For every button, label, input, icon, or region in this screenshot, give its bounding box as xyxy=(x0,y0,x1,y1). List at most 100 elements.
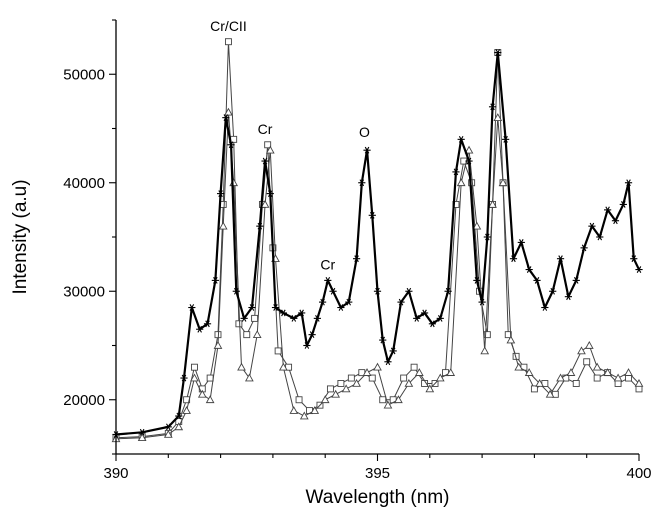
data-point xyxy=(175,412,183,420)
data-point xyxy=(580,244,588,252)
data-point xyxy=(545,389,555,398)
data-point xyxy=(596,233,604,241)
star-stroke xyxy=(566,293,571,301)
data-point xyxy=(472,221,482,230)
star-stroke xyxy=(338,304,344,311)
data-point xyxy=(389,347,397,355)
data-point xyxy=(533,277,541,284)
data-point xyxy=(341,384,351,393)
data-point xyxy=(190,373,199,382)
star-stroke xyxy=(621,201,626,208)
star-stroke xyxy=(511,255,516,263)
data-point xyxy=(577,346,586,355)
star-stroke xyxy=(166,423,171,431)
star-stroke xyxy=(605,206,610,214)
star-stroke xyxy=(375,287,380,295)
star-stroke xyxy=(558,255,563,263)
series-line-triangle xyxy=(115,111,640,440)
star-stroke xyxy=(346,298,352,306)
data-point xyxy=(352,255,361,263)
star-stroke xyxy=(181,374,187,382)
data-point xyxy=(414,368,424,376)
star-stroke xyxy=(299,309,304,317)
data-point xyxy=(566,368,576,376)
data-point xyxy=(493,113,503,121)
star-stroke xyxy=(213,277,218,284)
data-point xyxy=(488,103,497,111)
star-stroke xyxy=(385,358,391,366)
star-stroke xyxy=(262,157,268,165)
data-point xyxy=(604,206,612,214)
data-point xyxy=(264,141,272,149)
data-point xyxy=(163,429,173,438)
data-point xyxy=(464,145,474,154)
data-point xyxy=(404,378,414,387)
data-point xyxy=(456,178,466,187)
data-point xyxy=(337,380,345,387)
star-stroke xyxy=(268,190,273,197)
data-point xyxy=(329,287,337,295)
data-point xyxy=(174,422,184,431)
star-stroke xyxy=(218,190,223,197)
star-stroke xyxy=(205,320,210,328)
data-point xyxy=(363,146,371,154)
data-point xyxy=(556,373,565,382)
data-point xyxy=(289,406,299,414)
data-point xyxy=(227,141,235,149)
data-point xyxy=(572,380,580,387)
data-point xyxy=(405,287,413,295)
annotation-layer: Cr/CII Cr Cr O xyxy=(210,18,370,273)
series-line-star xyxy=(114,51,641,436)
data-point xyxy=(635,266,643,273)
data-point xyxy=(413,314,421,322)
data-point xyxy=(222,114,230,122)
data-point xyxy=(556,255,565,263)
data-point xyxy=(266,190,274,197)
data-point xyxy=(182,406,191,414)
data-point xyxy=(197,389,207,398)
star-stroke xyxy=(534,277,540,284)
y-tick-label: 40000 xyxy=(63,175,105,192)
star-stroke xyxy=(597,233,603,241)
data-point xyxy=(457,135,465,143)
star-stroke xyxy=(359,179,365,187)
data-point xyxy=(240,314,248,322)
data-point xyxy=(530,385,538,393)
data-point xyxy=(260,199,270,208)
star-stroke xyxy=(281,309,286,317)
data-point xyxy=(278,362,288,371)
data-point xyxy=(248,304,256,311)
data-point xyxy=(541,304,549,311)
data-point xyxy=(331,389,341,398)
x-tick-label: 400 xyxy=(626,465,651,482)
star-stroke xyxy=(380,336,386,344)
data-point xyxy=(506,335,516,344)
data-point xyxy=(473,277,481,284)
star-stroke xyxy=(542,304,548,311)
data-point xyxy=(279,309,287,317)
data-point xyxy=(251,314,259,322)
star-stroke xyxy=(228,141,234,149)
data-point xyxy=(624,368,633,376)
data-point xyxy=(611,217,620,225)
x-axis-title: Wavelength (nm) xyxy=(306,487,450,508)
data-point xyxy=(410,363,418,371)
data-point xyxy=(203,320,212,328)
data-point xyxy=(514,362,524,371)
data-point xyxy=(261,157,269,165)
data-point xyxy=(525,266,533,273)
data-point xyxy=(480,346,490,355)
star-stroke xyxy=(176,412,182,420)
data-point xyxy=(290,314,298,322)
y-tick-label: 30000 xyxy=(63,283,105,300)
data-point xyxy=(303,342,311,349)
data-point xyxy=(435,373,445,382)
star-stroke xyxy=(613,217,618,225)
data-point xyxy=(188,304,196,311)
star-stroke xyxy=(330,287,336,295)
data-point xyxy=(206,374,214,382)
star-stroke xyxy=(197,325,202,333)
series-star xyxy=(112,49,643,438)
